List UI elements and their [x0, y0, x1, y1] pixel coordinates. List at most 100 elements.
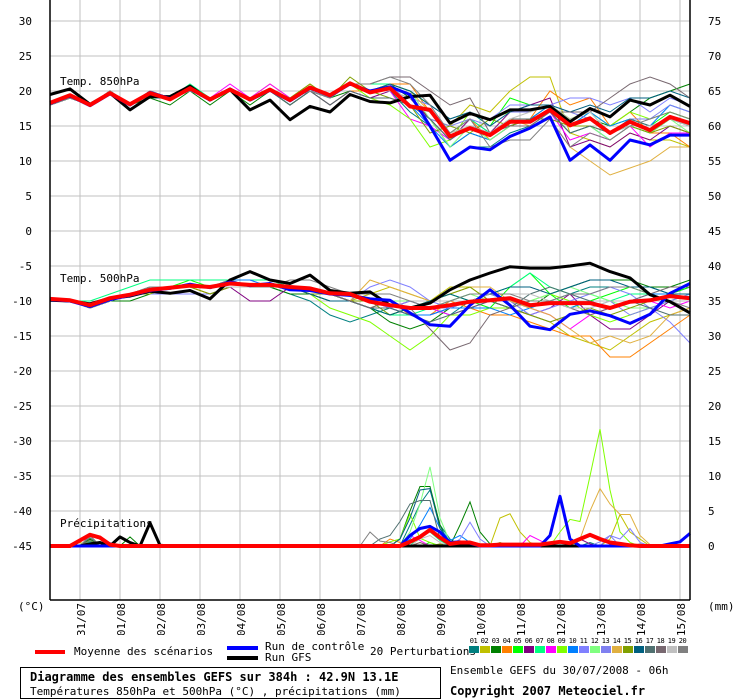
perturbation-number: 12 [590, 637, 599, 645]
perturbation-color-swatch [600, 646, 611, 653]
perturbation-number: 07 [535, 637, 544, 645]
y-right-tick-label: 5 [708, 505, 715, 518]
perturbation-legend-item: 01 [468, 637, 479, 653]
x-date-tick-label: 06/08 [315, 603, 328, 635]
y-left-tick-label: 5 [25, 190, 32, 203]
perturbation-number: 04 [502, 637, 511, 645]
perturbation-color-swatch [523, 646, 534, 653]
perturbation-legend-item: 19 [666, 637, 677, 653]
y-right-tick-label: 45 [708, 225, 721, 238]
perturbation-color-swatch [501, 646, 512, 653]
chart-title: Diagramme des ensembles GEFS sur 384h : … [30, 670, 399, 684]
labels-layer: 302520151050-5-10-15-20-25-30-35-40-4575… [12, 15, 734, 635]
legend-gfs-swatch [227, 656, 258, 660]
y-left-tick-label: -25 [12, 400, 32, 413]
y-right-tick-label: 70 [708, 50, 721, 63]
perturbation-color-swatch [567, 646, 578, 653]
x-date-tick-label: 02/08 [155, 603, 168, 635]
legend-perturbations-label: 20 Perturbations [370, 645, 476, 658]
perturbation-legend-item: 03 [490, 637, 501, 653]
perturbation-number: 17 [645, 637, 654, 645]
info-box: Diagramme des ensembles GEFS sur 384h : … [20, 667, 441, 699]
perturbation-number: 18 [656, 637, 665, 645]
perturbation-color-swatch [534, 646, 545, 653]
y-right-unit-label: (mm) [708, 600, 735, 613]
run-info: Ensemble GEFS du 30/07/2008 - 06h [450, 664, 669, 677]
y-left-tick-label: -5 [19, 260, 32, 273]
y-left-tick-label: -35 [12, 470, 32, 483]
perturbation-number: 08 [546, 637, 555, 645]
perturbation-color-swatch [545, 646, 556, 653]
perturbation-legend-item: 02 [479, 637, 490, 653]
perturbation-number: 16 [634, 637, 643, 645]
t850-perturbation-02-line [49, 76, 691, 148]
y-left-tick-label: -10 [12, 295, 32, 308]
y-left-tick-label: -15 [12, 330, 32, 343]
perturbation-number: 13 [601, 637, 610, 645]
t500-panel [49, 261, 691, 358]
y-right-tick-label: 10 [708, 470, 721, 483]
perturbation-color-swatch [556, 646, 567, 653]
perturbation-color-swatch [633, 646, 644, 653]
precip-mean-line [50, 527, 690, 548]
perturbation-legend-item: 07 [534, 637, 545, 653]
y-left-unit-label: (°C) [18, 600, 45, 613]
perturbation-legend-item: 20 [677, 637, 688, 653]
perturbation-number: 15 [623, 637, 632, 645]
perturbation-color-swatch [468, 646, 479, 653]
t500-perturbation-20-line [50, 279, 691, 309]
perturbation-number: 02 [480, 637, 489, 645]
perturbation-number: 01 [469, 637, 478, 645]
ensemble-chart: 302520151050-5-10-15-20-25-30-35-40-4575… [12, 0, 735, 635]
perturbation-legend-item: 14 [611, 637, 622, 653]
legend-control-label: Run de contrôle [265, 640, 365, 653]
x-date-tick-label: 05/08 [275, 603, 288, 635]
y-left-tick-label: 0 [25, 225, 32, 238]
t850-perturbation-15-line [49, 76, 691, 134]
x-date-tick-label: 15/08 [675, 603, 688, 635]
t850-perturbation-20-line [49, 76, 691, 148]
perturbation-legend-item: 17 [644, 637, 655, 653]
y-left-tick-label: 10 [19, 155, 32, 168]
perturbation-color-swatch [655, 646, 666, 653]
y-right-tick-label: 75 [708, 15, 721, 28]
y-right-tick-label: 65 [708, 85, 721, 98]
t850-mean-line [49, 81, 691, 139]
chart-subtitle: Températures 850hPa et 500hPa (°C) , pré… [30, 685, 401, 698]
legend-control-swatch [227, 646, 258, 650]
perturbation-color-swatch [622, 646, 633, 653]
t500-mean-line [49, 281, 691, 310]
perturbation-legend-item: 16 [633, 637, 644, 653]
perturbation-legend-item: 04 [501, 637, 512, 653]
x-date-tick-label: 13/08 [595, 603, 608, 635]
t850-perturbation-18-line [49, 76, 691, 134]
y-right-tick-label: 30 [708, 330, 721, 343]
perturbation-color-swatch [578, 646, 589, 653]
perturbation-color-swatch [490, 646, 501, 653]
y-right-tick-label: 25 [708, 365, 721, 378]
x-date-tick-label: 07/08 [355, 603, 368, 635]
perturbation-color-swatch [666, 646, 677, 653]
x-date-tick-label: 11/08 [515, 603, 528, 635]
perturbation-number: 05 [513, 637, 522, 645]
y-right-tick-label: 0 [708, 540, 715, 553]
t850-panel [49, 76, 691, 176]
precip-panel-label: Précipitations [60, 517, 153, 530]
y-right-tick-label: 40 [708, 260, 721, 273]
perturbation-legend-item: 06 [523, 637, 534, 653]
perturbation-number: 14 [612, 637, 621, 645]
t500-panel-label: Temp. 500hPa [60, 272, 139, 285]
x-date-tick-label: 14/08 [635, 603, 648, 635]
t500-gfs-line [49, 261, 691, 315]
perturbation-number: 09 [557, 637, 566, 645]
series-layer [49, 76, 691, 548]
perturbation-number: 10 [568, 637, 577, 645]
y-left-tick-label: -20 [12, 365, 32, 378]
y-right-tick-label: 55 [708, 155, 721, 168]
y-left-tick-label: 20 [19, 85, 32, 98]
perturbation-color-swatch [644, 646, 655, 653]
perturbation-legend: 01 02 03 04 05 06 07 08 09 10 11 12 13 14 15 16 17 18 19 20 [468, 637, 688, 653]
x-date-tick-label: 04/08 [235, 603, 248, 635]
perturbation-number: 06 [524, 637, 533, 645]
perturbation-number: 03 [491, 637, 500, 645]
